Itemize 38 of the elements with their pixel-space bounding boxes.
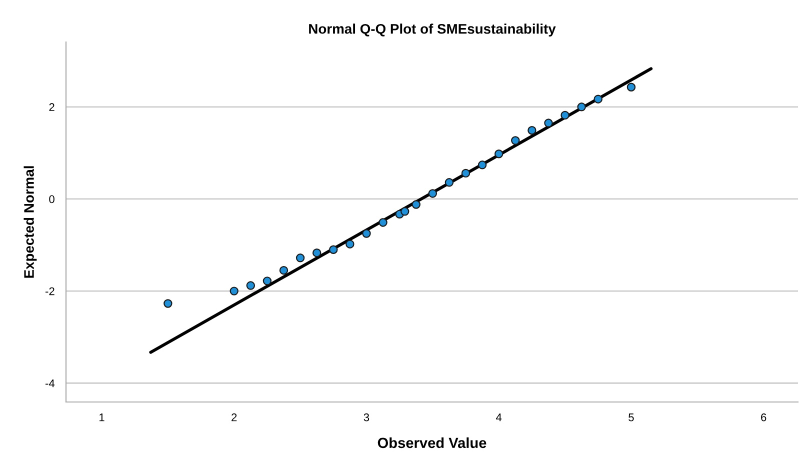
point	[494, 150, 504, 158]
point	[560, 110, 570, 120]
y-tick-label: 0	[49, 195, 54, 204]
y-tick-label: -4	[46, 380, 55, 388]
point	[262, 276, 272, 286]
x-axis-title: Observed Value	[378, 437, 486, 448]
point	[279, 266, 288, 275]
x-tick-label: 5	[628, 414, 634, 422]
x-tick-label: 6	[761, 413, 766, 422]
point	[378, 218, 388, 227]
point	[528, 126, 536, 135]
point	[400, 207, 410, 216]
point	[164, 299, 172, 308]
point	[412, 200, 420, 209]
x-tick-label: 1	[99, 414, 104, 422]
point	[594, 94, 602, 104]
point	[329, 245, 338, 254]
point	[296, 254, 305, 262]
y-tick-label: 2	[49, 103, 54, 111]
point	[511, 136, 520, 145]
point	[312, 248, 322, 258]
x-tick-label: 2	[232, 413, 237, 422]
point	[444, 178, 454, 187]
point	[362, 229, 371, 238]
point	[577, 102, 586, 112]
y-axis-title: Expected Normal	[24, 166, 37, 278]
point	[626, 82, 636, 92]
point	[428, 189, 438, 198]
point	[478, 160, 487, 170]
point	[544, 118, 553, 128]
chart-title: Normal Q-Q Plot of SMEsustainability	[309, 24, 556, 37]
x-tick-label: 3	[364, 413, 370, 422]
point	[246, 281, 256, 290]
point	[230, 286, 238, 296]
point	[461, 168, 470, 178]
point	[346, 240, 354, 248]
x-tick-label: 4	[496, 414, 502, 422]
y-tick-label: -2	[46, 287, 54, 296]
